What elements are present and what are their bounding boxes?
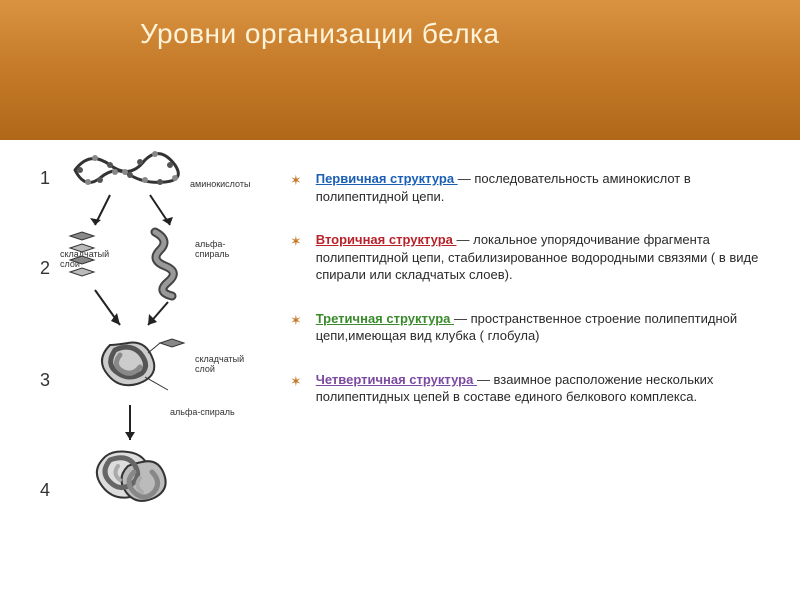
bullet-icon: ✶: [290, 171, 302, 205]
protein-diagram: 1 2 3 4 аминокислоты складчатый слой аль…: [0, 140, 280, 600]
term-tertiary: Третичная структура: [316, 311, 454, 326]
alpha-helix-icon: [155, 232, 173, 296]
slide-title: Уровни организации белка: [140, 18, 500, 50]
definition-text: Вторичная структура — локальное упорядоч…: [316, 231, 770, 284]
slide-header: Уровни организации белка: [0, 0, 800, 140]
definitions-list: ✶ Первичная структура — последовательнос…: [280, 140, 800, 600]
bullet-icon: ✶: [290, 311, 302, 345]
quaternary-structure-icon: [97, 452, 166, 501]
term-secondary: Вторичная структура: [316, 232, 457, 247]
level-number-3: 3: [40, 370, 50, 391]
definition-item: ✶ Третичная структура — пространственное…: [290, 310, 770, 345]
level-number-2: 2: [40, 258, 50, 279]
definition-text: Четвертичная структура — взаимное распол…: [316, 371, 770, 406]
definition-text: Первичная структура — последовательность…: [316, 170, 770, 205]
beta-sheet-icon: [70, 232, 94, 276]
term-primary: Первичная структура: [316, 171, 458, 186]
protein-svg: [60, 140, 270, 570]
definition-text: Третичная структура — пространственное с…: [316, 310, 770, 345]
definition-item: ✶ Четвертичная структура — взаимное расп…: [290, 371, 770, 406]
term-quaternary: Четвертичная структура: [316, 372, 477, 387]
bullet-icon: ✶: [290, 232, 302, 284]
slide-content: 1 2 3 4 аминокислоты складчатый слой аль…: [0, 140, 800, 600]
level-number-1: 1: [40, 168, 50, 189]
level-number-4: 4: [40, 480, 50, 501]
definition-item: ✶ Первичная структура — последовательнос…: [290, 170, 770, 205]
definition-item: ✶ Вторичная структура — локальное упоряд…: [290, 231, 770, 284]
tertiary-structure-icon: [102, 339, 184, 390]
bullet-icon: ✶: [290, 372, 302, 406]
primary-structure-icon: [75, 151, 178, 185]
